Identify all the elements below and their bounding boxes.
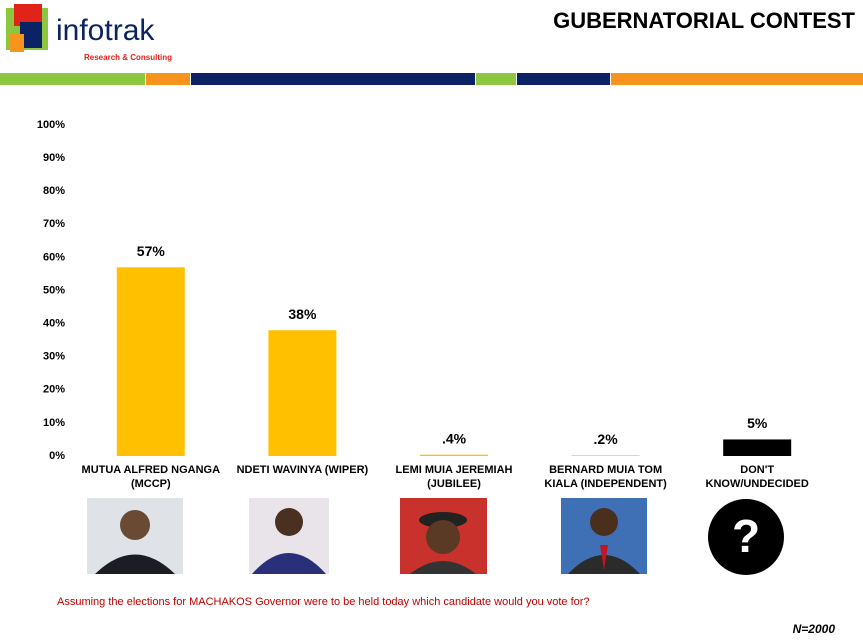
photo-3	[400, 498, 487, 574]
y-tick-label: 30%	[43, 351, 65, 363]
y-tick-label: 80%	[43, 185, 65, 197]
photo-2	[249, 498, 329, 574]
logo-tagline: Research & Consulting	[84, 53, 172, 62]
undecided-icon-text: ?	[732, 510, 760, 562]
photo-4	[561, 498, 647, 574]
x-tick-label: LEMI MUIA JEREMIAH (JUBILEE)	[395, 464, 513, 490]
y-tick-label: 70%	[43, 218, 65, 230]
bar	[420, 454, 488, 456]
value-label: 57%	[137, 243, 166, 259]
y-tick-label: 50%	[43, 284, 65, 296]
sample-size: N=2000	[793, 622, 836, 636]
undecided-icon	[708, 499, 784, 575]
y-tick-label: 60%	[43, 251, 65, 263]
logo-name: infotrak	[56, 14, 155, 47]
color-stripe	[0, 73, 863, 85]
value-label: 5%	[747, 415, 768, 431]
bar	[116, 267, 185, 456]
y-tick-label: 10%	[43, 417, 65, 429]
bar	[571, 455, 640, 456]
y-tick-label: 40%	[43, 318, 65, 330]
bar	[268, 330, 337, 456]
y-tick-label: 100%	[37, 119, 65, 131]
value-label: .4%	[442, 430, 467, 446]
x-tick-label: MUTUA ALFRED NGANGA (MCCP)	[81, 464, 221, 490]
chart-title: GUBERNATORIAL CONTEST	[553, 8, 855, 33]
logo-icon	[6, 4, 48, 52]
value-label: 38%	[288, 306, 317, 322]
x-tick-label: DON'T KNOW/UNDECIDED	[705, 464, 809, 490]
question: Assuming the elections for MACHAKOS Gove…	[57, 596, 590, 608]
x-tick-label: BERNARD MUIA TOM KIALA (INDEPENDENT)	[544, 464, 667, 490]
y-tick-label: 20%	[43, 384, 65, 396]
bar	[723, 439, 792, 456]
photo-1	[87, 498, 183, 574]
y-tick-label: 0%	[49, 450, 65, 462]
x-tick-label: NDETI WAVINYA (WIPER)	[236, 464, 369, 476]
y-tick-label: 90%	[43, 152, 65, 164]
value-label: .2%	[594, 431, 619, 447]
